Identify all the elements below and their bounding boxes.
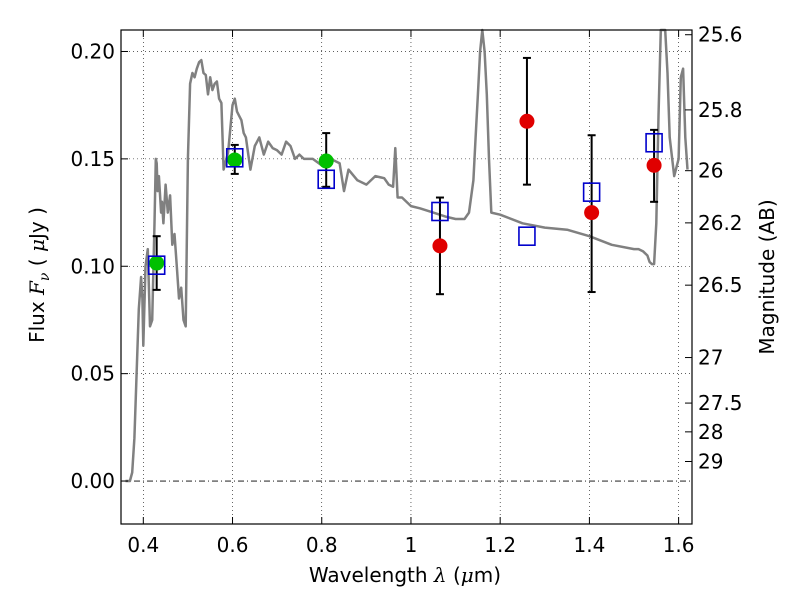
data-point-square: [518, 226, 536, 246]
x-tick-label: 1.6: [663, 533, 695, 557]
y-axis-label: Flux Fν ( μJy ): [25, 207, 53, 343]
y2-tick-label: 25.8: [698, 98, 743, 122]
y2-tick-label: 25.6: [698, 23, 743, 47]
x-tick-label: 1.2: [484, 533, 516, 557]
x-tick-label: 1.4: [573, 533, 605, 557]
y-tick-label: 0.00: [70, 469, 115, 493]
y2-tick-label: 27.5: [698, 391, 743, 415]
x-tick-label: 0.8: [306, 533, 338, 557]
y2-tick-label: 29: [698, 449, 723, 473]
plot-frame: [120, 29, 693, 525]
data-point-square: [582, 182, 601, 202]
y-tick-label: 0.05: [70, 362, 115, 386]
y2-tick-label: 26: [698, 159, 723, 183]
y2-tick-label: 27: [698, 346, 723, 370]
data-point-circle: [646, 157, 662, 173]
data-point-square: [645, 132, 663, 153]
y-tick-label: 0.10: [70, 254, 115, 278]
y2-tick-label: 26.5: [698, 273, 743, 297]
x-tick-label: 1: [405, 533, 418, 557]
y2-tick-label: 28: [698, 420, 723, 444]
x-tick-label: 0.4: [127, 533, 159, 557]
grid: [121, 30, 692, 524]
x-axis-unit-mu: μ: [461, 563, 474, 587]
x-axis-label: Wavelength λ (μm): [309, 563, 501, 587]
y-axis-subscript: ν: [37, 272, 53, 281]
data-point-circle: [432, 238, 448, 254]
data-point-square: [225, 147, 244, 168]
data-point-circle: [584, 205, 600, 221]
data-point-circle: [227, 152, 243, 168]
data-point-square: [147, 255, 166, 275]
y-tick-label: 0.20: [70, 39, 115, 63]
sed-model-layer: [125, 28, 689, 483]
x-axis-unit-rest: m): [474, 563, 501, 587]
axis-ticks: 0.4 0.6 0.8 1 1.2 1.4 1.6 0.00 0.05 0.10 0.15 0.20 2…: [70, 23, 742, 557]
y-axis-unit-rest: Jy ): [25, 207, 49, 241]
data-point-circle: [318, 153, 334, 169]
error-bars: [152, 56, 659, 296]
sed-model-curve: [125, 28, 689, 483]
data-markers: [147, 113, 663, 275]
data-point-square: [317, 169, 336, 190]
y2-axis-label: Magnitude (AB): [755, 199, 779, 354]
x-axis-unit-open: (: [447, 563, 461, 587]
y-axis-symbol: F: [25, 280, 49, 296]
y2-tick-label: 26.2: [698, 211, 743, 235]
data-point-circle: [149, 255, 165, 271]
x-axis-label-text: Wavelength: [309, 563, 428, 587]
y-tick-label: 0.15: [70, 147, 115, 171]
data-point-square: [431, 201, 449, 222]
data-point-circle: [519, 113, 535, 129]
x-axis-symbol: λ: [433, 563, 447, 587]
y-axis-unit-mu: μ: [25, 239, 49, 252]
y-axis-label-text: Flux: [25, 301, 49, 343]
x-tick-label: 0.6: [217, 533, 249, 557]
y-axis-unit-open: (: [25, 252, 49, 273]
